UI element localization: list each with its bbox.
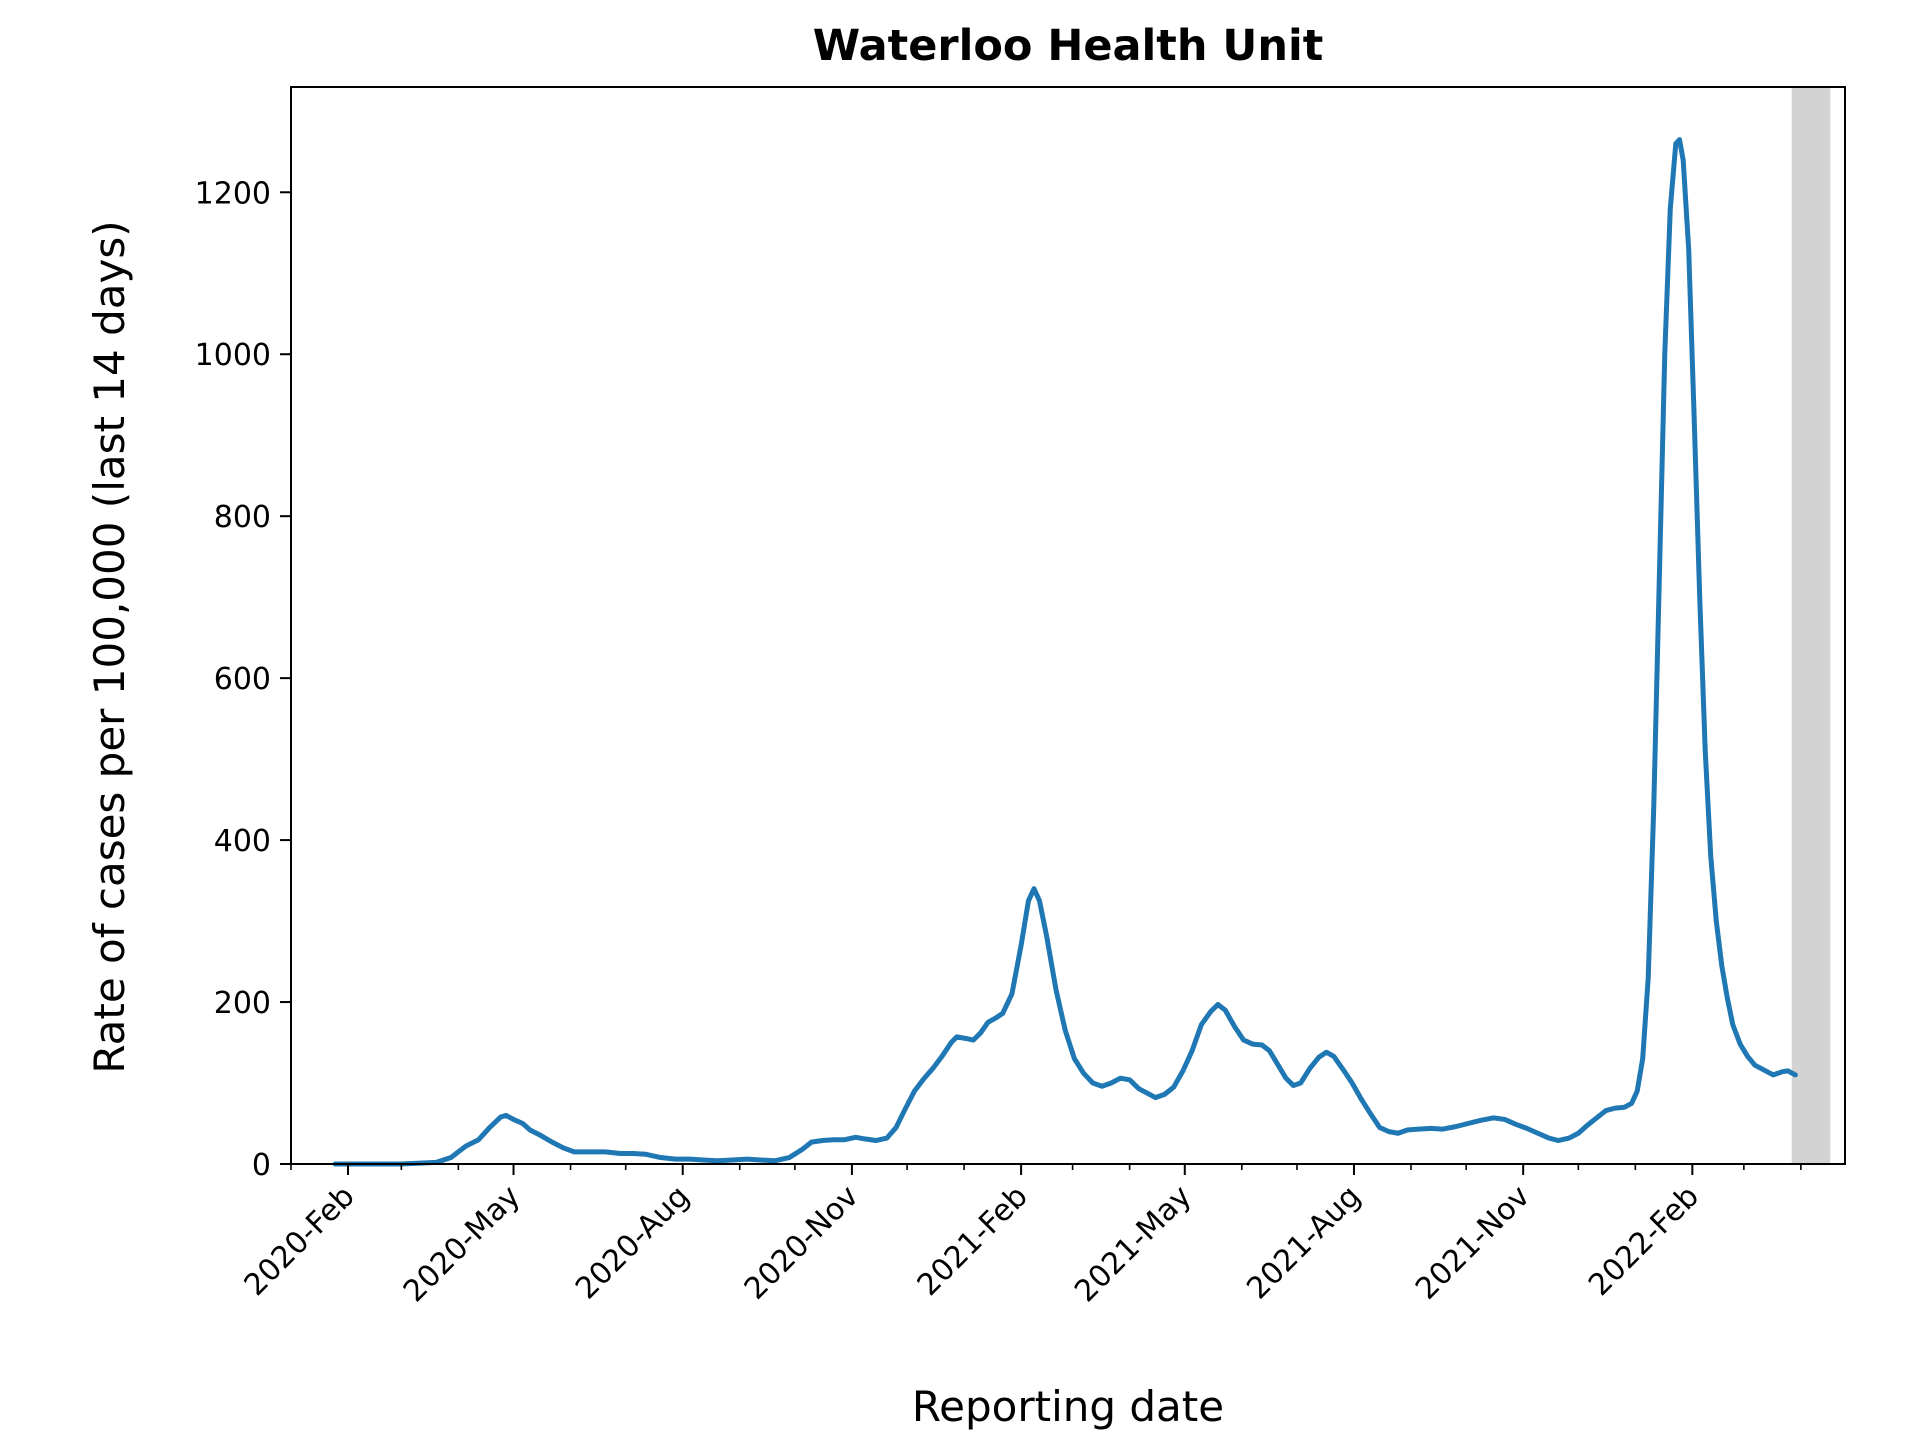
x-axis-label: Reporting date (912, 1382, 1224, 1431)
y-tick-label: 1200 (195, 176, 271, 211)
y-tick-label: 0 (252, 1148, 271, 1183)
plot-area (290, 86, 1846, 1167)
x-tick-label: 2022-Feb (1582, 1179, 1706, 1303)
x-tick-label: 2021-May (1068, 1179, 1198, 1309)
y-axis: 0 200 400 600 800 1000 1200 (195, 176, 291, 1183)
x-axis: 2020-Feb 2020-May 2020-Aug 2020-Nov 2021-Feb… (238, 1164, 1802, 1309)
y-tick-label: 800 (214, 500, 271, 535)
y-tick-label: 400 (214, 824, 271, 859)
y-axis-label: Rate of cases per 100,000 (last 14 days) (85, 220, 134, 1073)
x-tick-label: 2020-Aug (569, 1179, 696, 1306)
x-tick-label: 2021-Feb (911, 1179, 1035, 1303)
y-tick-label: 1000 (195, 338, 271, 373)
y-tick-label: 600 (214, 662, 271, 697)
x-tick-label: 2021-Aug (1240, 1179, 1367, 1306)
plot-frame (290, 86, 1846, 1165)
x-tick-label: 2021-Nov (1409, 1179, 1537, 1307)
y-tick-label: 200 (214, 986, 271, 1021)
x-tick-label: 2020-Nov (738, 1179, 866, 1307)
chart-title: Waterloo Health Unit (813, 21, 1324, 71)
x-tick-label: 2020-Feb (238, 1179, 362, 1303)
x-tick-label: 2020-May (397, 1179, 527, 1309)
shaded-region (1791, 87, 1831, 1164)
series-line-0 (332, 137, 1798, 1167)
